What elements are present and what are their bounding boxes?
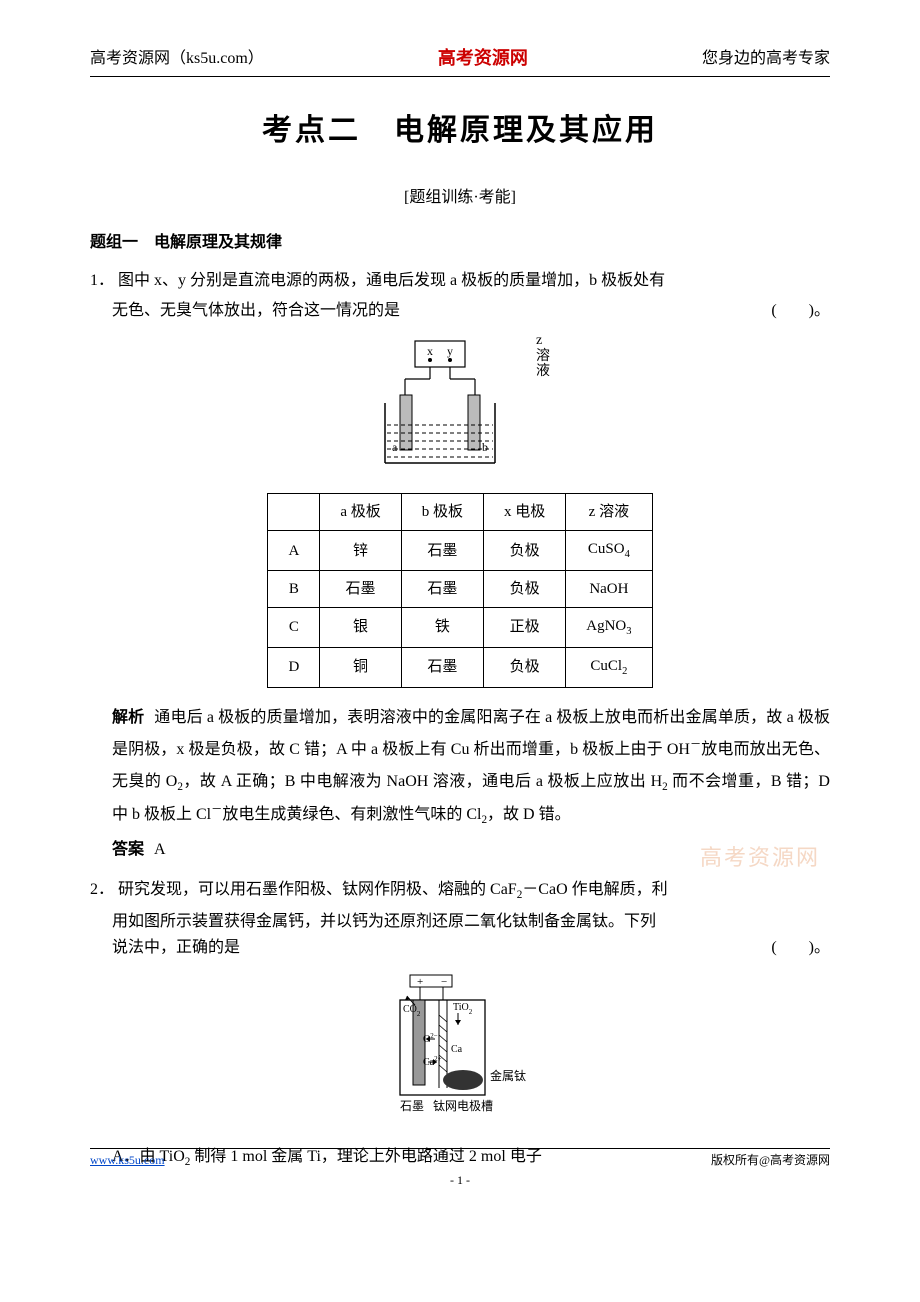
q1-number: 1． [90, 268, 114, 294]
analysis-text: 通电后 a 极板的质量增加，表明溶液中的金属阳离子在 a 极板上放电而析出金属单… [112, 709, 830, 823]
q2-text-line3: 说法中，正确的是 [112, 935, 240, 961]
table-header-row: a 极板 b 极板 x 电极 z 溶液 [268, 494, 652, 531]
q1-text-line2: 无色、无臭气体放出，符合这一情况的是 [112, 298, 400, 324]
answer-value: A [154, 841, 166, 858]
page-header: 高考资源网（ks5u.com） 高考资源网 您身边的高考专家 [90, 44, 830, 77]
cell: AgNO3 [566, 607, 652, 647]
d1-z-label: z 溶 液 [536, 333, 550, 379]
d1-b: b [482, 440, 488, 454]
q2-paren: ( )。 [771, 935, 830, 961]
table-row: B 石墨 石墨 负极 NaOH [268, 570, 652, 607]
d2-right-label: 金属钛 [490, 1068, 526, 1083]
q1-analysis: 解析通电后 a 极板的质量增加，表明溶液中的金属阳离子在 a 极板上放电而析出金… [90, 702, 830, 832]
cell: 石墨 [320, 570, 401, 607]
cell: D [268, 647, 320, 687]
footer-copyright: 版权所有@高考资源网 [711, 1151, 830, 1170]
d1-y: y [447, 344, 453, 358]
q2-text-line1: 研究发现，可以用石墨作阳极、钛网作阴极、熔融的 CaF2－CaO 作电解质，利 [118, 877, 830, 905]
cell: NaOH [566, 570, 652, 607]
d2-left-label: 石墨 [400, 1099, 424, 1113]
q1-table: a 极板 b 极板 x 电极 z 溶液 A 锌 石墨 负极 CuSO4 B 石墨… [267, 493, 652, 687]
cell: 铁 [401, 607, 483, 647]
cell: CuSO4 [566, 531, 652, 571]
cell: 负极 [484, 570, 566, 607]
d1-a: a [392, 440, 398, 454]
cell: CuCl2 [566, 647, 652, 687]
th-z-solution: z 溶液 [566, 494, 652, 531]
page-footer: www.ks5u.com 版权所有@高考资源网 - 1 - [90, 1148, 830, 1190]
header-right: 您身边的高考专家 [702, 46, 830, 72]
th-x-electrode: x 电极 [484, 494, 566, 531]
d2-minus: − [441, 976, 447, 988]
d2-plus: + [417, 976, 423, 988]
q1-text-line1: 图中 x、y 分别是直流电源的两极，通电后发现 a 极板的质量增加，b 极板处有 [118, 268, 830, 294]
cell: 正极 [484, 607, 566, 647]
th-a-plate: a 极板 [320, 494, 401, 531]
q1-answer: 答案 A [90, 837, 830, 863]
q2-diagram: + − CO2 TiO2 O2− C [90, 970, 830, 1134]
cell: 银 [320, 607, 401, 647]
cell: C [268, 607, 320, 647]
question-1: 1． 图中 x、y 分别是直流电源的两极，通电后发现 a 极板的质量增加，b 极… [90, 268, 830, 863]
th-b-plate: b 极板 [401, 494, 483, 531]
footer-url[interactable]: www.ks5u.com [90, 1151, 165, 1170]
subtitle: [题组训练·考能] [90, 185, 830, 211]
cell: A [268, 531, 320, 571]
header-left: 高考资源网（ks5u.com） [90, 46, 264, 72]
cell: 石墨 [401, 531, 483, 571]
q2-text-line2: 用如图所示装置获得金属钙，并以钙为还原剂还原二氧化钛制备金属钛。下列 [90, 909, 830, 935]
cell: 石墨 [401, 570, 483, 607]
table-row: C 银 铁 正极 AgNO3 [268, 607, 652, 647]
group1-title: 题组一 电解原理及其规律 [90, 230, 830, 256]
cell: 负极 [484, 647, 566, 687]
table-row: A 锌 石墨 负极 CuSO4 [268, 531, 652, 571]
cell: 石墨 [401, 647, 483, 687]
answer-label: 答案 [112, 841, 144, 858]
question-2: 2． 研究发现，可以用石墨作阳极、钛网作阴极、熔融的 CaF2－CaO 作电解质… [90, 877, 830, 1172]
page-number: - 1 - [90, 1171, 830, 1190]
d2-tio2: TiO2 [453, 1002, 473, 1016]
th-blank [268, 494, 320, 531]
cell: 锌 [320, 531, 401, 571]
header-center: 高考资源网 [438, 44, 528, 73]
q1-diagram: x y a b [90, 333, 830, 483]
analysis-label: 解析 [112, 709, 144, 726]
cell: 负极 [484, 531, 566, 571]
cell: B [268, 570, 320, 607]
electrolysis-diagram-icon: x y a b [370, 333, 530, 483]
titanium-electrolysis-diagram-icon: + − CO2 TiO2 O2− C [345, 970, 575, 1125]
q2-number: 2． [90, 877, 114, 905]
d2-ca: Ca [451, 1044, 463, 1055]
d1-x: x [427, 344, 433, 358]
page-title: 考点二 电解原理及其应用 [90, 107, 830, 155]
d2-center-label: 钛网电极槽 [433, 1098, 493, 1113]
table-row: D 铜 石墨 负极 CuCl2 [268, 647, 652, 687]
cell: 铜 [320, 647, 401, 687]
q1-paren: ( )。 [771, 298, 830, 324]
